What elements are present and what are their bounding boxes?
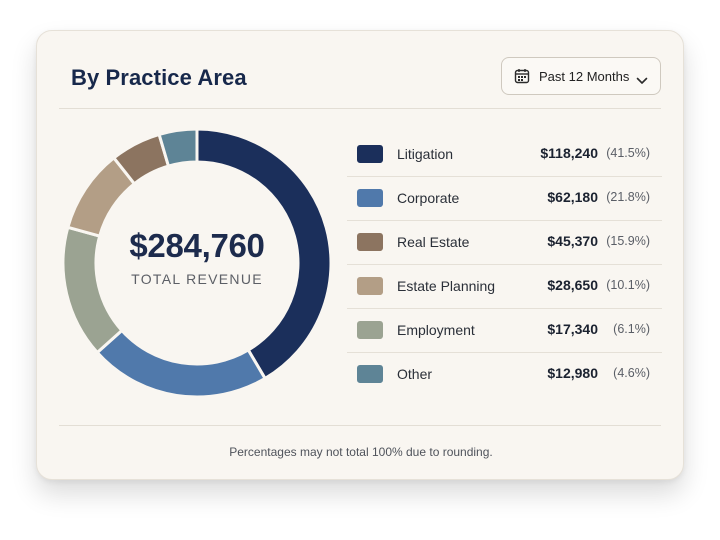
legend-amount: $118,240 xyxy=(540,145,598,161)
donut-slice-litigation xyxy=(195,127,333,380)
legend-percent: (10.1%) xyxy=(606,278,650,292)
donut-slice-other xyxy=(157,127,199,168)
legend-percent: (41.5%) xyxy=(606,146,650,160)
donut-slice-corporate xyxy=(95,328,267,399)
total-revenue-label: TOTAL REVENUE xyxy=(131,271,263,287)
card-title: By Practice Area xyxy=(71,65,247,90)
legend-amount: $17,340 xyxy=(547,321,598,337)
revenue-card: By Practice Area Past 12 Months $2 xyxy=(36,30,684,480)
donut-chart: $284,760 TOTAL REVENUE xyxy=(61,125,333,401)
legend-list: Litigation $118,240 (41.5%) Corporate $6… xyxy=(347,133,662,397)
legend-label: Other xyxy=(397,366,433,382)
header-divider xyxy=(59,108,661,109)
legend-swatch xyxy=(357,365,383,383)
legend-label: Estate Planning xyxy=(397,278,496,294)
legend-label: Litigation xyxy=(397,146,454,162)
legend-item-corporate: Corporate $62,180 (21.8%) xyxy=(347,177,662,221)
legend-label: Corporate xyxy=(397,190,460,206)
legend-percent: (15.9%) xyxy=(606,234,650,248)
legend-label: Employment xyxy=(397,322,475,338)
legend-item-other: Other $12,980 (4.6%) xyxy=(347,353,662,397)
legend-swatch xyxy=(357,189,383,207)
chevron-down-icon xyxy=(636,72,648,84)
legend-amount: $12,980 xyxy=(547,365,598,381)
date-range-label: Past 12 Months xyxy=(539,68,630,84)
legend-swatch xyxy=(357,321,383,339)
legend-swatch xyxy=(357,233,383,251)
legend-amount: $45,370 xyxy=(547,233,598,249)
legend-percent: (4.6%) xyxy=(613,366,650,380)
legend-percent: (21.8%) xyxy=(606,190,650,204)
legend-item-litigation: Litigation $118,240 (41.5%) xyxy=(347,133,662,177)
legend-item-employment: Employment $17,340 (6.1%) xyxy=(347,309,662,353)
calendar-icon xyxy=(514,68,530,84)
date-range-dropdown[interactable]: Past 12 Months xyxy=(501,57,661,95)
legend-amount: $62,180 xyxy=(547,189,598,205)
legend-item-estate-planning: Estate Planning $28,650 (10.1%) xyxy=(347,265,662,309)
legend-swatch xyxy=(357,145,383,163)
rounding-footnote: Percentages may not total 100% due to ro… xyxy=(229,445,493,459)
legend-label: Real Estate xyxy=(397,234,470,250)
donut-chart-svg xyxy=(61,127,333,399)
footer-divider xyxy=(59,425,661,426)
legend-item-real-estate: Real Estate $45,370 (15.9%) xyxy=(347,221,662,265)
legend-swatch xyxy=(357,277,383,295)
total-revenue-value: $284,760 xyxy=(129,227,265,264)
legend-amount: $28,650 xyxy=(547,277,598,293)
legend-percent: (6.1%) xyxy=(613,322,650,336)
